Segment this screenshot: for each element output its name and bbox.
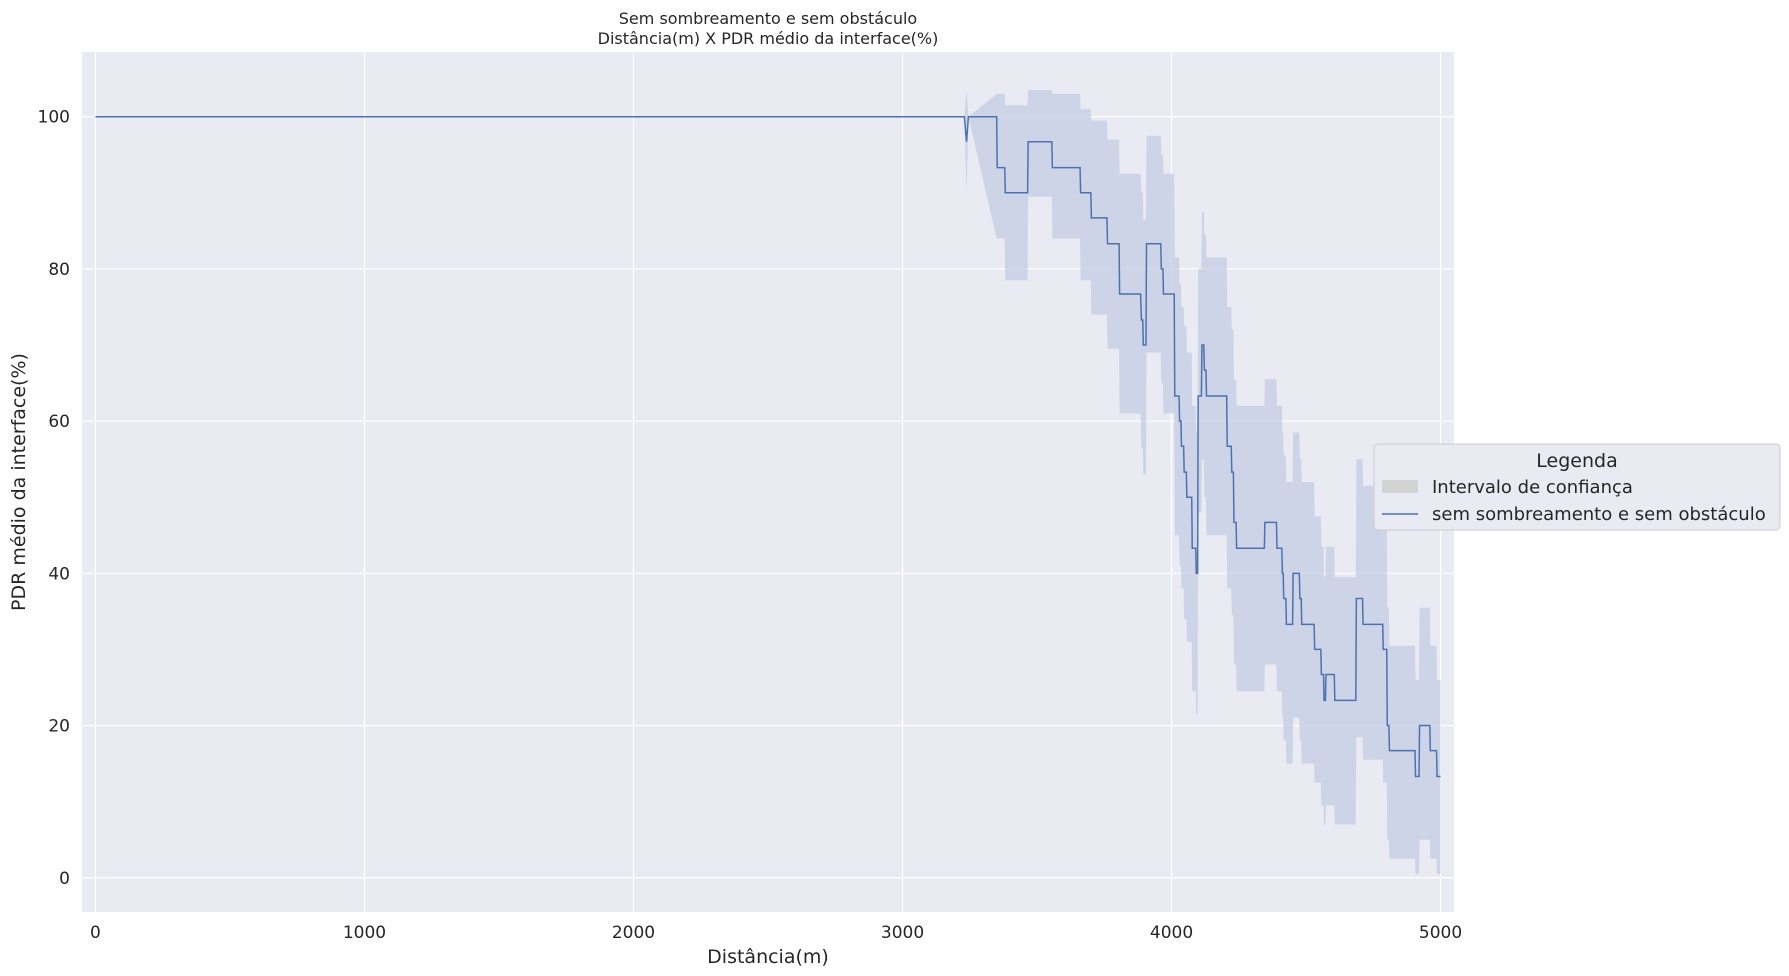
y-tick-label-2: 40	[48, 564, 70, 584]
legend-label-series: sem sombreamento e sem obstáculo	[1432, 504, 1766, 525]
x-tick-label-1: 1000	[343, 923, 386, 943]
chart-title-line-2: Distância(m) X PDR médio da interface(%)	[598, 29, 939, 48]
legend-box	[1373, 443, 1781, 531]
x-tick-label-4: 4000	[1150, 923, 1193, 943]
x-tick-label-2: 2000	[612, 923, 655, 943]
y-tick-labels: 0 20 40 60 80 100	[38, 108, 70, 889]
x-axis-label: Distância(m)	[707, 946, 829, 968]
y-axis-label: PDR médio da interface(%)	[8, 353, 30, 611]
legend: Legenda Intervalo de confiança sem sombr…	[1373, 443, 1781, 531]
legend-title: Legenda	[1536, 450, 1617, 472]
y-tick-label-1: 20	[48, 717, 70, 737]
series-line	[95, 115, 1441, 778]
y-tick-label-5: 100	[38, 108, 70, 128]
y-tick-label-3: 60	[48, 412, 70, 432]
legend-label-confidence: Intervalo de confiança	[1432, 477, 1633, 498]
x-tick-label-5: 5000	[1419, 923, 1462, 943]
chart-title-line-1: Sem sombreamento e sem obstáculo	[619, 9, 917, 28]
x-tick-label-3: 3000	[881, 923, 924, 943]
x-tick-label-0: 0	[90, 923, 101, 943]
confidence-band	[95, 90, 1441, 874]
y-tick-label-0: 0	[59, 869, 70, 889]
x-tick-labels: 0 1000 2000 3000 4000 5000	[90, 923, 1462, 943]
y-tick-label-4: 80	[48, 260, 70, 280]
legend-patch-confidence	[1382, 480, 1418, 493]
